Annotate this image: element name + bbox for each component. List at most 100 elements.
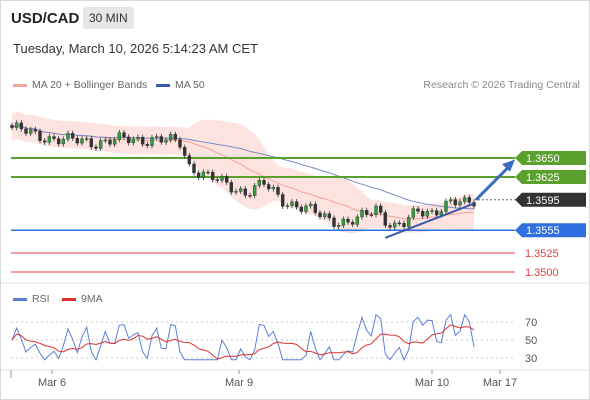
candle-body [374, 205, 378, 215]
candle-body [136, 136, 140, 140]
candle-body [332, 217, 336, 227]
symbol-title: USD/CAD [11, 10, 80, 27]
candle-body [462, 197, 467, 202]
candle-body [28, 129, 33, 134]
candle-body [406, 217, 411, 228]
candle-body [229, 182, 234, 193]
candle-body [304, 205, 308, 212]
xaxis-label-0: Mar 6 [38, 377, 66, 389]
price-label-2: 1.3595 [526, 195, 560, 207]
ma50-swatch [156, 83, 170, 87]
candle-body [388, 225, 392, 228]
candle-body [224, 176, 229, 183]
rsi-tick-2: 30 [525, 353, 537, 365]
candle-body [33, 129, 38, 132]
candle-body [178, 139, 182, 148]
legend-rsi-label: RSI [32, 293, 50, 305]
candle-body [248, 195, 252, 197]
candle-body [61, 138, 66, 145]
ma20-swatch [13, 83, 27, 87]
candle-body [467, 197, 472, 203]
candle-body [402, 223, 406, 228]
candle-body [336, 225, 341, 227]
price-label-3: 1.3555 [526, 225, 560, 237]
candle-body [322, 213, 327, 218]
legend-ma20-label: MA 20 + Bollinger Bands [32, 79, 148, 91]
timeframe-button[interactable]: 30 MIN [83, 7, 134, 29]
price-label-4: 1.3525 [525, 248, 559, 260]
candle-body [285, 205, 290, 207]
candle-body [238, 188, 243, 192]
rsi-tick-0: 70 [525, 317, 537, 329]
candle-body [164, 139, 168, 143]
candle-body [378, 205, 383, 213]
candle-body [364, 210, 369, 215]
xaxis-label-3: Mar 17 [483, 377, 517, 389]
forecast-arrow-shaft [474, 164, 512, 201]
candle-body [280, 194, 285, 207]
candle-body [439, 211, 444, 216]
candle-body [266, 184, 271, 190]
candle-body [341, 218, 346, 226]
candle-body [187, 155, 192, 165]
candle-body [444, 200, 448, 212]
xaxis-label-1: Mar 9 [225, 377, 253, 389]
candle-body [271, 187, 276, 190]
candle-body [89, 138, 94, 148]
candle-body [140, 136, 145, 145]
candle-body [262, 180, 266, 185]
price-tag-1 [515, 170, 586, 184]
candle-body [56, 138, 61, 145]
price-label-5: 1.3500 [525, 267, 559, 279]
credit-text: Research © 2026 Trading Central [423, 79, 580, 91]
candle-body [360, 210, 364, 218]
candle-body [150, 137, 154, 146]
legend-ma50-label: MA 50 [175, 79, 205, 91]
timestamp: Tuesday, March 10, 2026 5:14:23 AM CET [13, 41, 258, 56]
candle-body [24, 128, 28, 134]
rsi-tick-1: 50 [525, 335, 537, 347]
candle-body [52, 136, 56, 139]
candle-body [420, 211, 425, 217]
candle-body [47, 136, 52, 143]
candle-body [103, 139, 108, 142]
candle-body [308, 203, 313, 207]
trendline [384, 202, 475, 239]
candle-body [154, 136, 159, 138]
candle-body [416, 208, 420, 212]
price-tag-2 [515, 192, 586, 207]
candle-body [425, 211, 430, 217]
candle-body [276, 187, 280, 195]
candle-body [234, 191, 238, 193]
legend-rsi: RSI [13, 293, 50, 305]
candle-body [392, 222, 397, 228]
candle-body [131, 138, 136, 144]
candle-body [122, 132, 126, 138]
ma50-line [11, 124, 475, 210]
ma9-swatch [62, 297, 76, 301]
candle-body [159, 136, 164, 143]
candle-body [10, 125, 14, 128]
candle-body [70, 133, 75, 139]
bollinger-band [12, 111, 474, 234]
candle-body [173, 134, 178, 140]
rsi-line [11, 313, 475, 362]
candle-body [327, 213, 332, 219]
chart-header: USD/CAD 30 MIN [0, 6, 590, 32]
candle-body [206, 171, 210, 174]
candle-body [299, 206, 304, 212]
candle-body [355, 216, 360, 225]
rsi-swatch [13, 297, 27, 301]
candle-body [290, 201, 294, 206]
candle-body [411, 208, 416, 218]
forecast-arrow-head [502, 159, 515, 172]
candle-body [383, 212, 388, 226]
candle-body [215, 179, 220, 181]
candle-body [14, 122, 19, 128]
candle-body [448, 199, 453, 202]
candle-body [201, 171, 206, 178]
candle-body [220, 176, 224, 181]
candle-body [318, 212, 322, 218]
candle-body [38, 131, 42, 141]
